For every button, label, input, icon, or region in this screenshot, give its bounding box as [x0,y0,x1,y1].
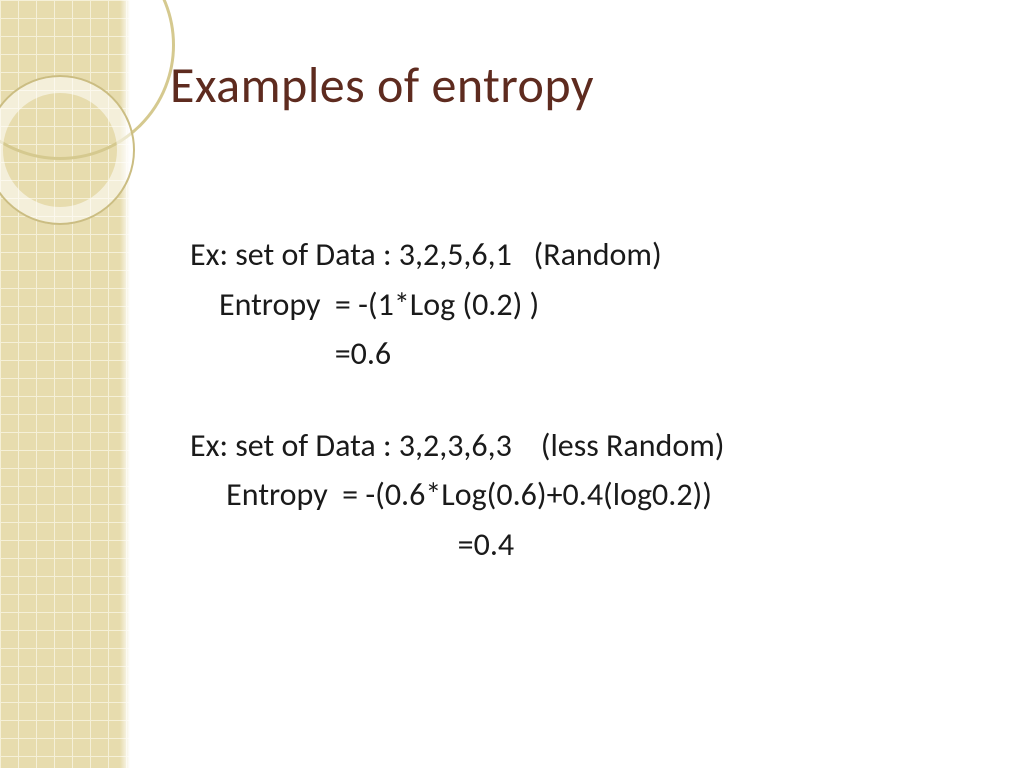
slide-title: Examples of entropy [170,55,594,116]
example-2-formula-line: Entropy = -(0.6*Log(0.6)+0.4(log0.2)) [190,470,990,520]
example-2: Ex: set of Data : 3,2,3,6,3 (less Random… [190,421,990,570]
example-1: Ex: set of Data : 3,2,5,6,1 (Random) Ent… [190,230,990,379]
slide-body: Ex: set of Data : 3,2,5,6,1 (Random) Ent… [190,230,990,570]
example-1-formula-line: Entropy = -(1*Log (0.2) ) [190,280,990,330]
example-1-data-line: Ex: set of Data : 3,2,5,6,1 (Random) [190,230,990,280]
example-1-result-line: =0.6 [190,329,990,379]
example-2-result-line: =0.4 [190,520,990,570]
example-2-data-line: Ex: set of Data : 3,2,3,6,3 (less Random… [190,421,990,471]
